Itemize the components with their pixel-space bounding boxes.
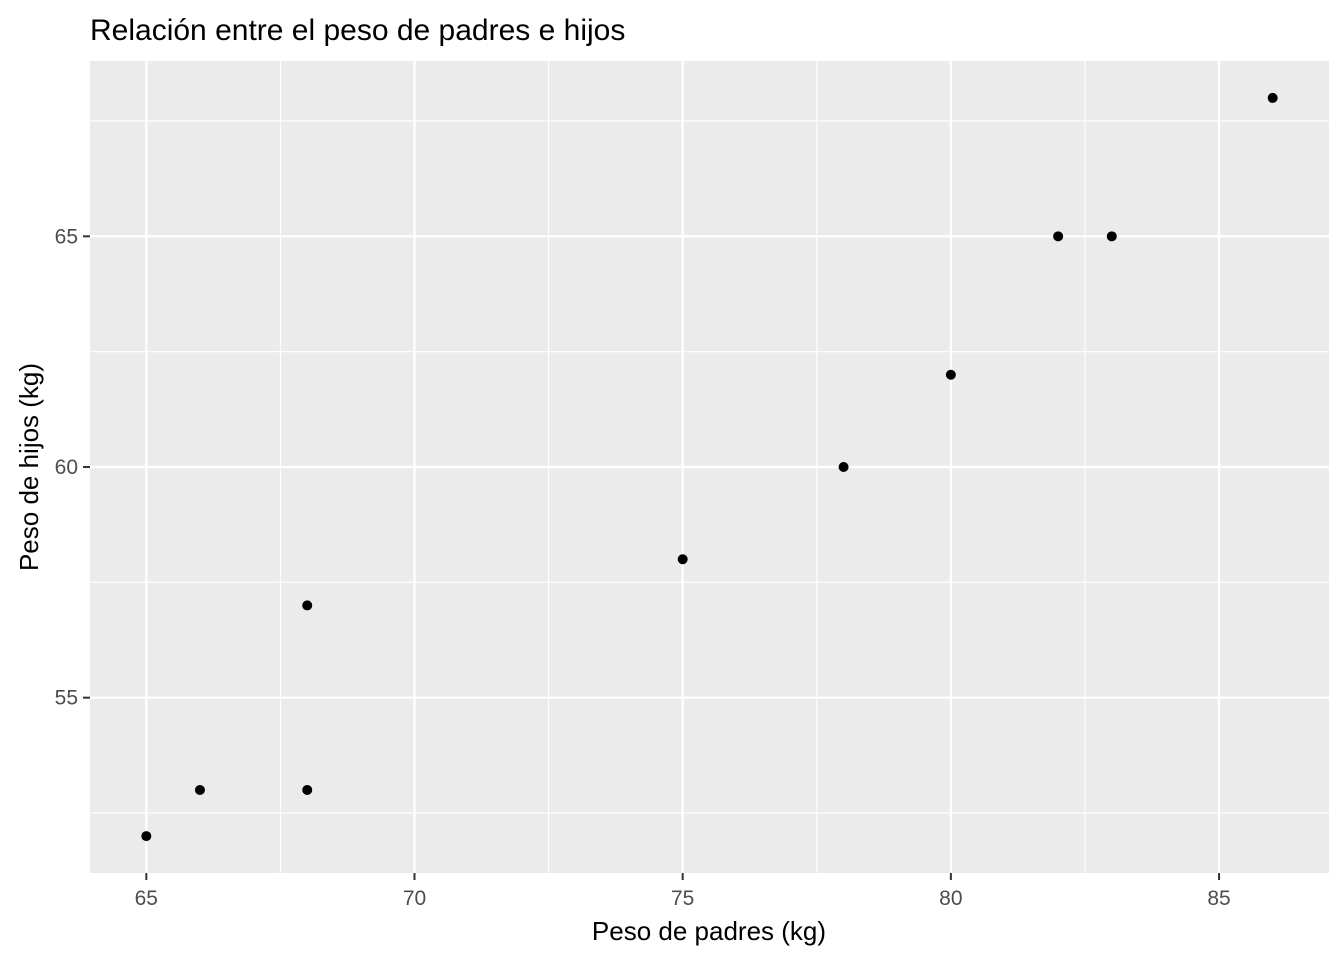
x-axis-title: Peso de padres (kg): [592, 916, 826, 946]
y-axis-title: Peso de hijos (kg): [14, 363, 44, 571]
data-point: [1106, 231, 1117, 242]
data-point: [1053, 231, 1064, 242]
data-point: [945, 369, 956, 380]
data-point: [302, 600, 313, 611]
chart-title: Relación entre el peso de padres e hijos: [90, 14, 625, 47]
x-tick-label: 75: [671, 887, 694, 910]
data-points: [141, 92, 1278, 842]
major-grid: [90, 61, 1329, 873]
data-point: [1267, 92, 1278, 103]
x-tick-label: 70: [403, 887, 426, 910]
x-tick-label: 65: [135, 887, 158, 910]
x-tick-label: 85: [1207, 887, 1230, 910]
y-tick-label: 65: [55, 225, 78, 248]
data-point: [194, 784, 205, 795]
data-point: [838, 462, 849, 472]
x-axis: 65 70 75 80 85: [135, 873, 1231, 910]
x-tick-label: 80: [939, 887, 962, 910]
data-point: [677, 554, 688, 565]
data-point: [302, 784, 313, 795]
y-axis: 55 60 65: [55, 225, 90, 710]
y-tick-label: 55: [55, 687, 78, 710]
y-tick-label: 60: [55, 456, 78, 479]
data-point: [141, 831, 152, 842]
